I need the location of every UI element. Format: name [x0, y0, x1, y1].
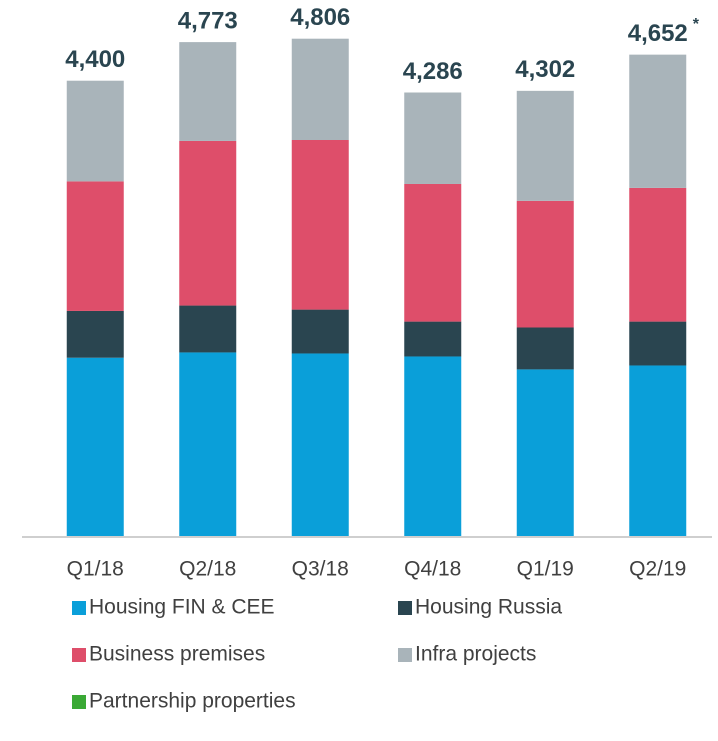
total-label: 4,400 [65, 46, 125, 73]
bar-segment [291, 140, 349, 310]
bar-segment [66, 80, 124, 182]
bar-segment [516, 200, 574, 328]
bar-segment [179, 42, 237, 141]
bar-segment [66, 181, 124, 311]
legend-swatch [398, 648, 412, 662]
legend-label: Housing Russia [415, 596, 562, 619]
bar-segment [629, 321, 687, 366]
bar-segment [66, 310, 124, 358]
bar-segment [629, 365, 687, 536]
bar-segment [629, 54, 687, 188]
annotation: * [693, 16, 700, 33]
bar-segment [291, 309, 349, 354]
total-label: 4,652 [628, 20, 688, 47]
x-tick-label: Q2/19 [629, 558, 686, 581]
bar-segment [179, 140, 237, 306]
total-label: 4,773 [178, 7, 238, 34]
bar-segment [516, 90, 574, 201]
total-label: 4,286 [403, 58, 463, 85]
legend-label: Partnership properties [89, 690, 296, 713]
bar-segment [291, 38, 349, 141]
legend-swatch [398, 601, 412, 615]
legend-swatch [72, 601, 86, 615]
legend-label: Housing FIN & CEE [89, 596, 275, 619]
bar-segment [404, 321, 462, 357]
total-label: 4,806 [290, 4, 350, 31]
x-tick-label: Q1/18 [67, 558, 124, 581]
bar-segment [404, 92, 462, 184]
bar-segment [516, 327, 574, 370]
bar-segment [629, 187, 687, 322]
bar-segment [179, 352, 237, 536]
legend-swatch [72, 648, 86, 662]
total-label: 4,302 [515, 56, 575, 83]
bar-segment [404, 356, 462, 536]
bar-segment [179, 305, 237, 353]
bar-segment [404, 183, 462, 322]
legend-swatch [72, 695, 86, 709]
bar-segment [66, 357, 124, 536]
legend-label: Business premises [89, 643, 265, 666]
legend-label: Infra projects [415, 643, 536, 666]
bar-segment [291, 353, 349, 536]
x-tick-label: Q4/18 [404, 558, 461, 581]
x-tick-label: Q2/18 [179, 558, 236, 581]
bar-segment [516, 369, 574, 536]
x-tick-label: Q3/18 [292, 558, 349, 581]
x-tick-label: Q1/19 [517, 558, 574, 581]
